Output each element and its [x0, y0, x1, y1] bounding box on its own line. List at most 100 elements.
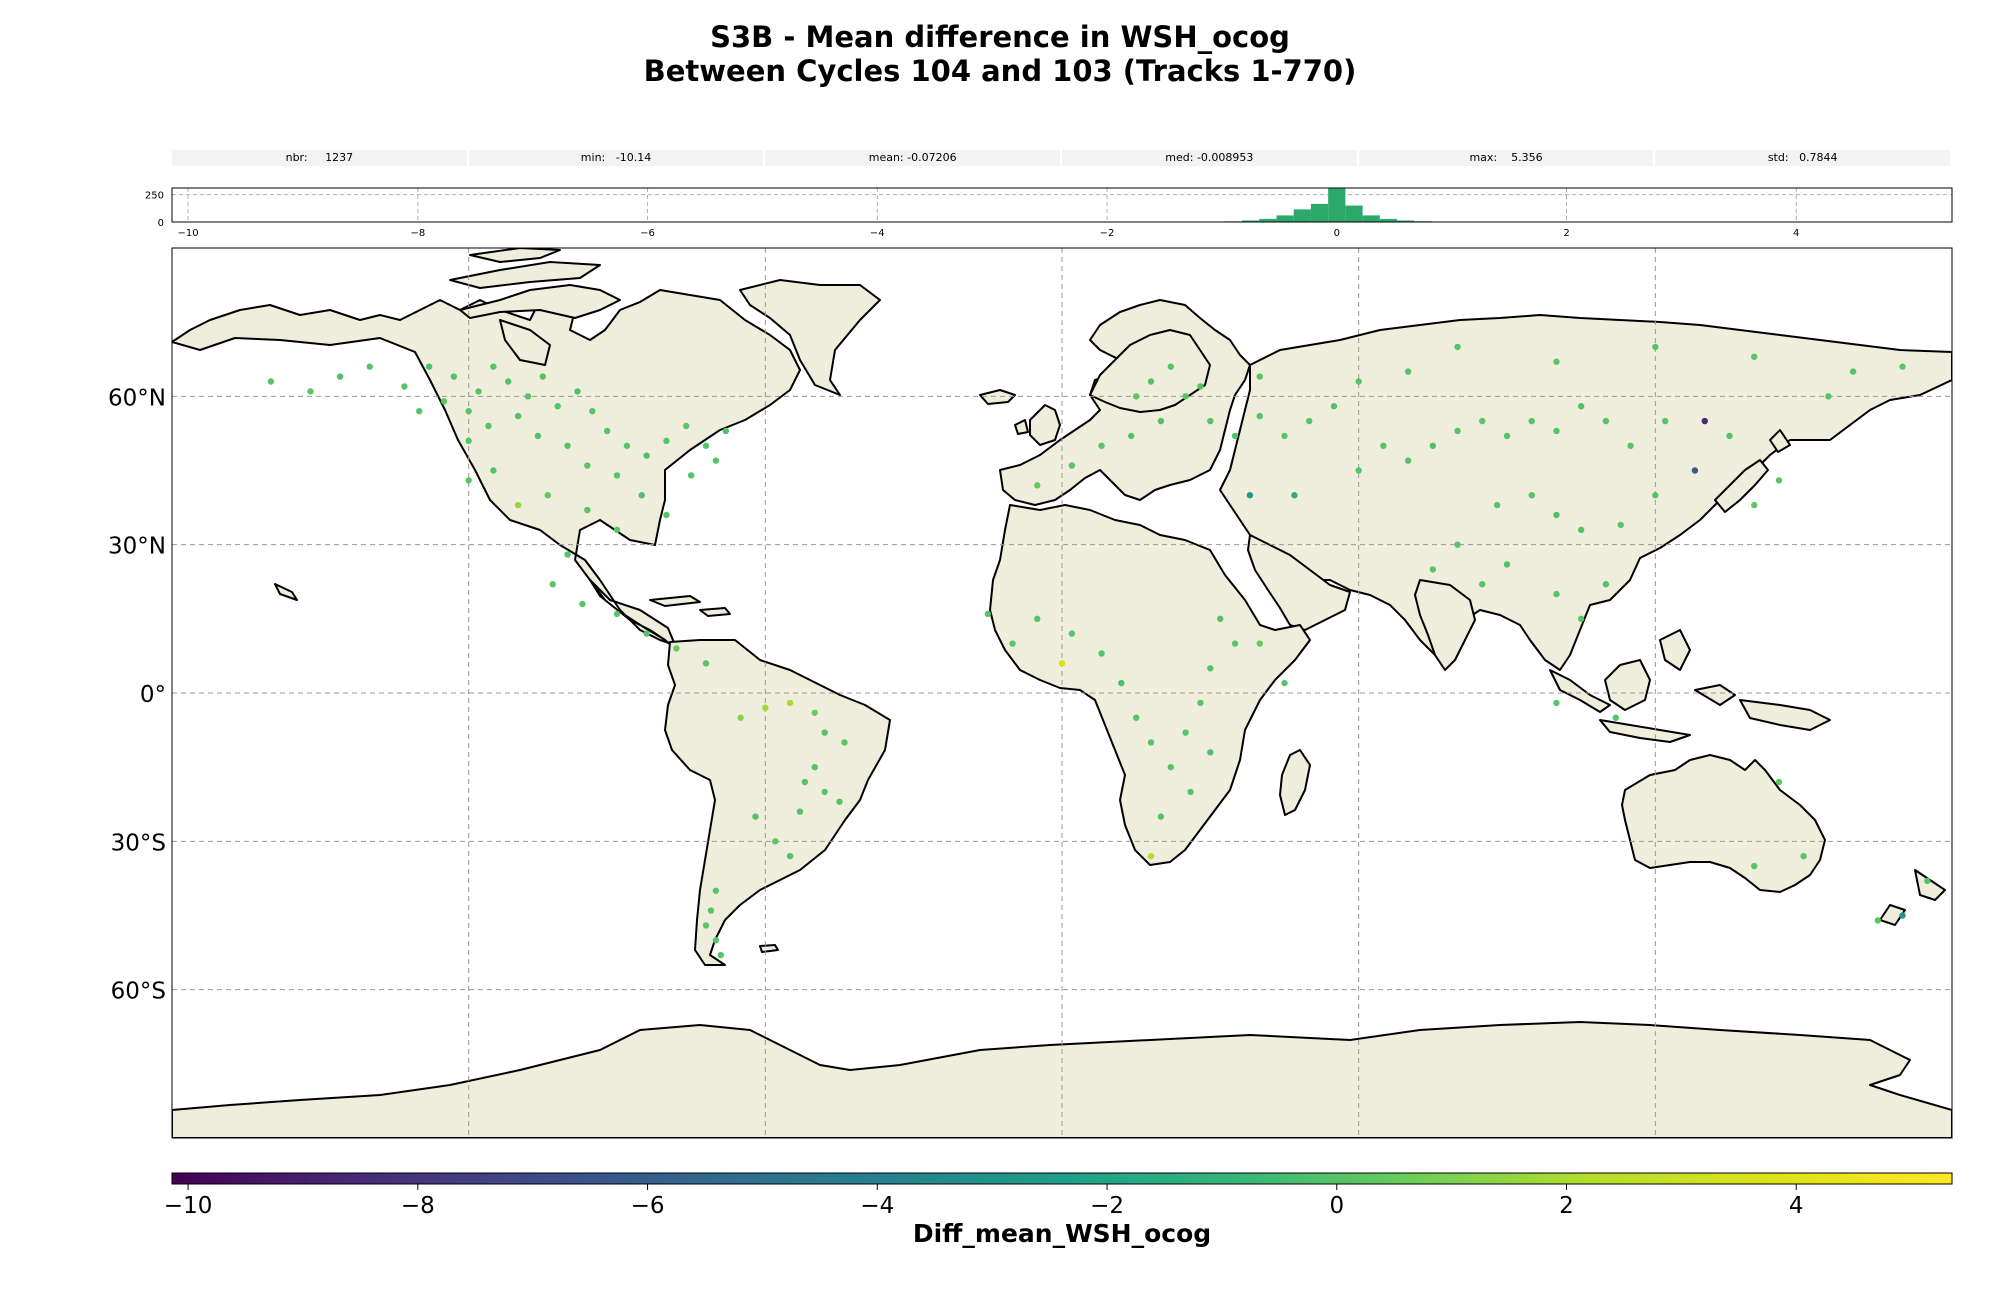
map-frame — [171, 247, 1953, 1139]
arabian-peninsula — [1247, 534, 1351, 631]
map-data-point — [1182, 729, 1189, 736]
hist-bar — [1379, 218, 1398, 222]
stat-value: 5.356 — [1511, 151, 1543, 164]
hist-bar — [1328, 188, 1346, 222]
map-data-point — [1899, 912, 1906, 919]
colorbar-tick-label: 4 — [1789, 1193, 1804, 1219]
map-data-point — [673, 645, 680, 652]
colorbar-tick-label: 0 — [1329, 1193, 1344, 1219]
map-data-point — [1167, 363, 1174, 370]
map-data-point — [1751, 501, 1758, 509]
map-data-point — [465, 407, 472, 415]
stat-value: 1237 — [325, 151, 354, 164]
map-data-point — [589, 407, 596, 415]
map-data-point — [1577, 526, 1585, 534]
map-data-point — [1197, 699, 1204, 707]
stat-label: max: — [1469, 151, 1498, 164]
map-data-point — [1167, 763, 1174, 771]
map-data-point — [1306, 417, 1313, 425]
stat-value: -0.008953 — [1196, 151, 1254, 164]
map-data-point — [336, 373, 344, 380]
map-data-point — [440, 398, 448, 405]
map-data-point — [752, 813, 759, 820]
stat-label: std: — [1767, 151, 1789, 164]
map-data-point — [663, 511, 670, 519]
map-data-point — [712, 937, 720, 944]
map-data-point — [1197, 383, 1204, 390]
map-data-point — [1528, 417, 1535, 425]
map-data-point — [1454, 427, 1461, 435]
map-data-point — [786, 852, 794, 860]
map-data-point — [1627, 442, 1634, 449]
hist-ytick-label: 250 — [145, 191, 164, 202]
statistics-bar: nbr: 1237 min: -10.14 mean: -0.07206 med… — [172, 150, 1953, 166]
map-data-point — [1553, 358, 1560, 365]
north-america-arctic-islands — [449, 248, 621, 366]
map-data-point — [1429, 566, 1437, 573]
map-data-point — [307, 388, 314, 395]
map-data-point — [717, 951, 725, 959]
map-data-point — [584, 506, 591, 514]
map-data-point — [401, 383, 408, 390]
world-map-chart: 60°N 30°N 0° 30°S 60°S — [108, 247, 1953, 1139]
australia-landmass — [1621, 754, 1826, 893]
map-lat-label: 60°S — [111, 979, 166, 1005]
map-data-point — [722, 427, 729, 435]
map-data-point — [683, 422, 690, 430]
land-layer — [172, 248, 1952, 1138]
map-data-point — [811, 763, 818, 771]
iceland-island — [979, 389, 1016, 405]
british-isles — [1014, 404, 1061, 446]
map-data-point — [490, 467, 497, 474]
map-data-point — [1246, 492, 1254, 499]
map-data-point — [1577, 615, 1585, 623]
map-data-point — [603, 427, 611, 435]
india-peninsula — [1414, 579, 1476, 671]
map-data-point — [1662, 417, 1669, 425]
map-data-point — [544, 492, 551, 499]
scandinavia-landmass — [1089, 329, 1211, 413]
map-data-point — [638, 492, 645, 499]
hist-xtick-label: 2 — [1563, 228, 1569, 239]
map-data-point — [1612, 714, 1619, 721]
map-data-point — [1751, 353, 1758, 360]
map-data-point — [1404, 368, 1412, 375]
histogram-chart: −10 −8 −6 −4 −2 0 2 4 0 250 — [145, 187, 1953, 239]
stat-value: 0.7844 — [1799, 151, 1838, 164]
map-data-point — [811, 709, 818, 716]
map-latitude-labels: 60°N 30°N 0° 30°S 60°S — [108, 385, 166, 1004]
hist-xtick-label: −8 — [410, 228, 425, 239]
map-data-point — [1068, 462, 1076, 469]
map-data-point — [613, 472, 621, 479]
map-data-point — [1355, 378, 1362, 385]
map-data-point — [702, 442, 710, 449]
map-data-point — [1899, 363, 1906, 370]
hist-frame — [171, 187, 1953, 223]
map-data-point — [490, 363, 497, 370]
map-data-point — [549, 581, 556, 588]
map-data-point — [1874, 917, 1882, 924]
map-data-point — [821, 788, 828, 796]
chart-title-line1: S3B - Mean difference in WSH_ocog — [710, 20, 1290, 54]
map-data-point — [1256, 373, 1263, 380]
map-data-point — [425, 363, 433, 370]
map-data-point — [1553, 511, 1560, 519]
map-data-point — [539, 373, 547, 380]
map-data-point — [663, 437, 670, 445]
map-data-point — [514, 412, 522, 420]
map-lat-label: 0° — [140, 682, 166, 708]
map-data-point — [702, 922, 710, 929]
north-america-landmass — [172, 289, 801, 646]
map-data-point — [1009, 640, 1016, 647]
hist-xtick-label: 4 — [1793, 228, 1799, 239]
map-data-point — [772, 838, 779, 845]
map-data-point — [821, 729, 828, 736]
map-data-point — [1691, 467, 1699, 474]
map-data-point — [267, 378, 275, 385]
map-data-point — [554, 403, 561, 410]
colorbar-tick-label: −8 — [401, 1193, 435, 1219]
map-data-point — [613, 610, 621, 618]
map-gridlines — [172, 248, 1952, 1138]
stat-nbr: nbr: 1237 — [172, 150, 469, 166]
map-data-point — [1800, 852, 1807, 860]
